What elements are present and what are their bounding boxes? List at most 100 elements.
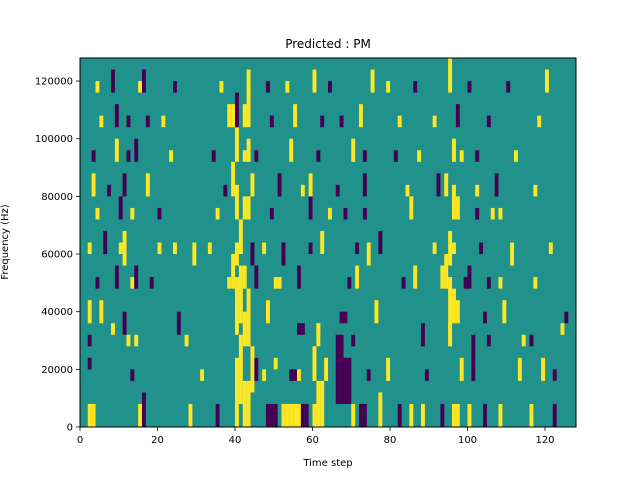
- heatmap-cell: [87, 300, 92, 324]
- heatmap-cell: [498, 403, 503, 428]
- heatmap-cell: [134, 334, 139, 347]
- heatmap-cell: [552, 369, 557, 381]
- heatmap-cell: [339, 334, 344, 404]
- heatmap-cell: [452, 184, 456, 220]
- heatmap-cell: [269, 207, 274, 220]
- heatmap-cell: [250, 242, 255, 266]
- heatmap-cell: [95, 277, 100, 289]
- heatmap-cell: [304, 403, 309, 428]
- heatmap-cell: [235, 92, 239, 128]
- heatmap-cell: [99, 115, 104, 128]
- heatmap-cell: [459, 357, 464, 381]
- y-tick-label: 120000: [35, 77, 73, 88]
- heatmap-cell: [91, 403, 96, 428]
- x-tick-label: 80: [384, 435, 397, 446]
- heatmap-cell: [510, 242, 515, 266]
- heatmap-cell: [312, 403, 317, 428]
- heatmap-cell: [413, 265, 418, 289]
- heatmap-cell: [506, 81, 511, 93]
- heatmap-cell: [343, 207, 348, 220]
- heatmap-cell: [421, 403, 425, 428]
- heatmap-cell: [130, 207, 135, 220]
- heatmap-cell: [320, 115, 325, 128]
- heatmap-cell: [126, 150, 131, 162]
- heatmap-cell: [114, 104, 119, 128]
- heatmap-cell: [378, 392, 383, 428]
- heatmap-cell: [293, 403, 298, 428]
- heatmap-cell: [397, 115, 402, 128]
- plot-frame: [79, 57, 577, 428]
- x-tick-label: 100: [458, 435, 477, 446]
- heatmap-cell: [157, 207, 162, 220]
- heatmap-cell: [359, 403, 363, 428]
- heatmap-cell: [242, 311, 247, 347]
- heatmap-cell: [401, 277, 406, 289]
- x-tick-label: 20: [151, 435, 164, 446]
- chart-title: Predicted : PM: [285, 37, 371, 51]
- heatmap-cell: [169, 150, 174, 162]
- heatmap-cell: [502, 300, 507, 324]
- heatmap-cell: [289, 138, 294, 162]
- heatmap-cell: [529, 403, 534, 428]
- heatmap-cell: [254, 265, 259, 289]
- heatmap-cell: [114, 265, 119, 289]
- heatmap-cell: [184, 334, 189, 347]
- heatmap-cell: [211, 150, 216, 162]
- heatmap-cell: [246, 380, 251, 428]
- heatmap-cell: [269, 115, 274, 128]
- heatmap-cell: [366, 369, 371, 381]
- heatmap-cell: [475, 207, 480, 220]
- heatmap-cell: [285, 81, 290, 93]
- x-axis-title: Time step: [302, 458, 352, 469]
- heatmap-cell: [176, 311, 181, 335]
- heatmap-cell: [273, 403, 278, 428]
- heatmap-cell: [483, 403, 487, 428]
- x-tick-label: 40: [229, 435, 242, 446]
- heatmap-cell: [231, 161, 236, 197]
- heatmap-cell: [455, 196, 460, 220]
- heatmap-cell: [142, 392, 146, 428]
- heatmap-cell: [409, 403, 414, 428]
- heatmap-cell: [250, 173, 255, 197]
- heatmap-cell: [355, 265, 360, 289]
- heatmap-cell: [517, 357, 522, 381]
- heatmap-cell: [347, 277, 352, 289]
- heatmap-cell: [452, 138, 456, 162]
- plot-area: [80, 58, 576, 428]
- heatmap-cell: [231, 254, 236, 289]
- heatmap-cell: [498, 207, 503, 220]
- heatmap-cell: [266, 403, 270, 428]
- heatmap-cell: [242, 265, 247, 289]
- heatmap-cell: [424, 369, 429, 381]
- y-tick-label: 0: [67, 423, 73, 434]
- heatmap-cell: [219, 81, 224, 93]
- x-axis: 0 20 40 60 80 100 120: [77, 427, 555, 446]
- heatmap-cell: [281, 403, 286, 428]
- heatmap-cell: [529, 334, 534, 347]
- heatmap-cell: [285, 403, 290, 428]
- heatmap-cell: [444, 254, 449, 289]
- y-axis: 0 20000 40000 60000 80000 100000 120000: [35, 77, 80, 434]
- y-tick-label: 60000: [41, 250, 73, 261]
- heatmap-cell: [320, 380, 325, 428]
- heatmap-cell: [281, 242, 286, 266]
- heatmap-cell: [498, 277, 503, 289]
- y-tick-label: 20000: [41, 365, 73, 376]
- heatmap-cell: [254, 150, 259, 162]
- heatmap-cell: [312, 346, 317, 381]
- heatmap-cell: [467, 265, 472, 289]
- heatmap-cell: [490, 207, 495, 220]
- heatmap-cell: [188, 403, 193, 428]
- heatmap-cell: [343, 357, 348, 404]
- heatmap-cell: [343, 311, 348, 324]
- heatmap-cell: [262, 369, 267, 381]
- heatmap-cell: [277, 277, 282, 289]
- heatmap-cell: [475, 150, 480, 162]
- heatmap-cell: [242, 380, 247, 428]
- heatmap-cell: [335, 184, 340, 197]
- heatmap-cell: [409, 196, 414, 220]
- heatmap-cell: [250, 346, 255, 393]
- heatmap-cell: [455, 104, 460, 128]
- heatmap-cell: [432, 242, 437, 255]
- heatmap-cell: [242, 196, 247, 220]
